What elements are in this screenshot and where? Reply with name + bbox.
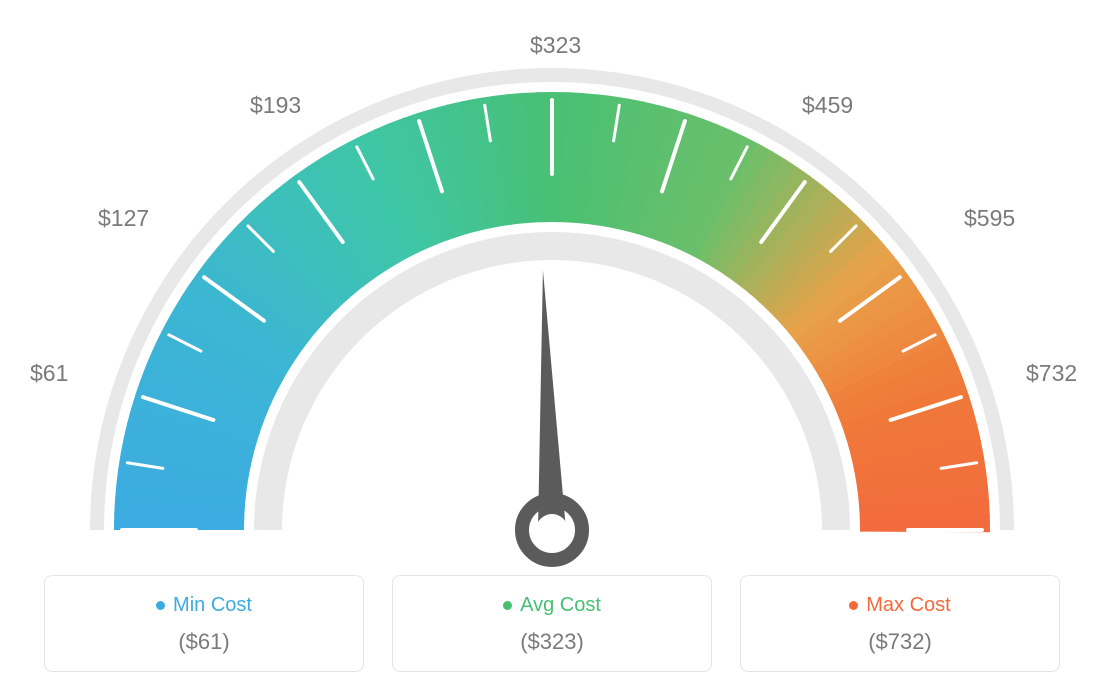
gauge-tick-label: $595: [964, 205, 1015, 232]
dot-icon: [156, 601, 165, 610]
legend-card-avg: Avg Cost ($323): [392, 575, 712, 672]
legend-title-max: Max Cost: [849, 594, 950, 617]
cost-gauge-chart: $61$127$193$323$459$595$732: [32, 30, 1072, 590]
legend-card-min: Min Cost ($61): [44, 575, 364, 672]
legend-title-min: Min Cost: [156, 594, 252, 617]
legend-title-avg: Avg Cost: [503, 594, 601, 617]
gauge-tick-label: $323: [530, 32, 581, 59]
legend-card-max: Max Cost ($732): [740, 575, 1060, 672]
gauge-svg: [32, 30, 1072, 590]
gauge-tick-label: $193: [250, 92, 301, 119]
legend-label-min: Min Cost: [173, 594, 252, 617]
gauge-tick-label: $459: [802, 92, 853, 119]
legend-value-min: ($61): [55, 629, 353, 655]
legend-value-avg: ($323): [403, 629, 701, 655]
gauge-tick-label: $732: [1026, 360, 1077, 387]
legend-row: Min Cost ($61) Avg Cost ($323) Max Cost …: [44, 575, 1060, 672]
gauge-tick-label: $127: [98, 205, 149, 232]
gauge-tick-label: $61: [30, 360, 68, 387]
legend-label-avg: Avg Cost: [520, 594, 601, 617]
legend-label-max: Max Cost: [866, 594, 950, 617]
legend-value-max: ($732): [751, 629, 1049, 655]
dot-icon: [849, 601, 858, 610]
dot-icon: [503, 601, 512, 610]
